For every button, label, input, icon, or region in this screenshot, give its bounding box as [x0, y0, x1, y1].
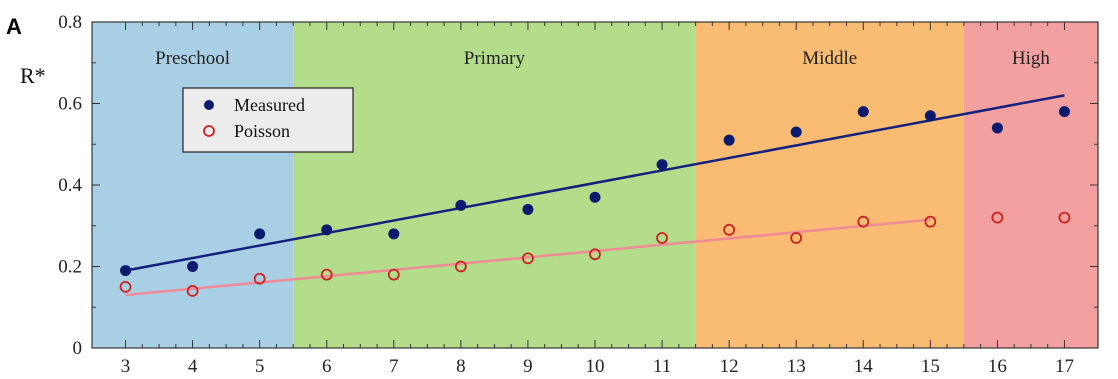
- data-point-measured: [723, 134, 735, 146]
- band-label: Middle: [802, 48, 857, 69]
- legend-marker-measured: [204, 100, 214, 110]
- x-tick-label: 16: [988, 356, 1007, 377]
- data-point-poisson: [924, 215, 937, 228]
- x-tick-label: 17: [1055, 356, 1074, 377]
- data-point-poisson: [454, 260, 467, 273]
- data-point-poisson: [857, 215, 870, 228]
- y-tick-label: 0.4: [58, 175, 82, 196]
- data-point-measured: [120, 265, 132, 277]
- data-point-poisson: [186, 285, 199, 297]
- x-tick-label: 3: [121, 356, 131, 377]
- x-tick-label: 12: [720, 356, 739, 377]
- data-point-poisson: [253, 272, 266, 285]
- legend-label-measured: Measured: [234, 95, 305, 115]
- band-primary: [293, 22, 696, 348]
- data-point-poisson: [991, 211, 1004, 224]
- band-label: Preschool: [155, 48, 230, 69]
- legend-box: [182, 87, 354, 153]
- x-tick-label: 4: [188, 356, 198, 377]
- y-tick-label: 0.8: [58, 12, 82, 33]
- band-label: Primary: [464, 48, 526, 69]
- age-bands: Preschool Primary Middle High: [92, 22, 1098, 348]
- data-point-poisson: [387, 268, 400, 281]
- x-tick-label: 14: [854, 356, 874, 377]
- x-tick-label: 6: [322, 356, 332, 377]
- x-tick-label: 5: [255, 356, 265, 377]
- fit-line-measured: [125, 94, 1065, 272]
- data-point-measured: [254, 228, 266, 240]
- band-preschool: [92, 22, 294, 348]
- data-point-poisson: [1058, 211, 1071, 224]
- y-tick-label: 0.2: [58, 257, 82, 278]
- x-tick-label: 13: [787, 356, 806, 377]
- y-axis-title: R*: [20, 63, 46, 88]
- data-point-measured: [187, 261, 199, 272]
- data-point-measured: [1058, 106, 1070, 118]
- x-tick-label: 11: [653, 356, 671, 377]
- legend-marker-poisson: [203, 125, 215, 137]
- x-tick-label: 8: [456, 356, 466, 377]
- data-point-measured: [589, 191, 601, 203]
- data-point-measured: [991, 122, 1003, 134]
- y-tick-label: 0: [73, 338, 83, 359]
- band-label: High: [1012, 48, 1051, 69]
- x-tick-label: 9: [523, 356, 533, 377]
- x-tick-label: 7: [389, 356, 399, 377]
- data-points: [119, 106, 1071, 297]
- data-point-poisson: [522, 252, 534, 265]
- data-point-poisson: [589, 248, 601, 261]
- data-point-measured: [388, 228, 400, 240]
- data-point-measured: [790, 126, 802, 138]
- axes: 3 4 5 6 7 8 9 10 11 12 13 14 15 16 17 0 0.2 0.4 0.6 0.8: [58, 12, 1099, 377]
- data-point-poisson: [790, 232, 803, 244]
- band-high: [963, 22, 1098, 348]
- data-point-measured: [857, 106, 869, 118]
- band-middle: [695, 22, 964, 348]
- legend-label-poisson: Poisson: [234, 121, 290, 141]
- data-point-poisson: [656, 232, 668, 244]
- data-point-measured: [522, 203, 534, 215]
- x-tick-label: 15: [921, 356, 940, 377]
- legend: Measured Poisson: [182, 87, 354, 153]
- data-point-measured: [656, 159, 668, 171]
- data-point-poisson: [119, 280, 132, 293]
- x-tick-label: 10: [586, 356, 605, 377]
- y-tick-label: 0.6: [58, 94, 82, 115]
- panel-label: A: [6, 14, 22, 39]
- data-point-poisson: [723, 223, 736, 236]
- data-point-measured: [924, 110, 936, 122]
- data-point-poisson: [320, 268, 333, 281]
- data-point-measured: [455, 199, 467, 211]
- data-point-measured: [321, 224, 333, 236]
